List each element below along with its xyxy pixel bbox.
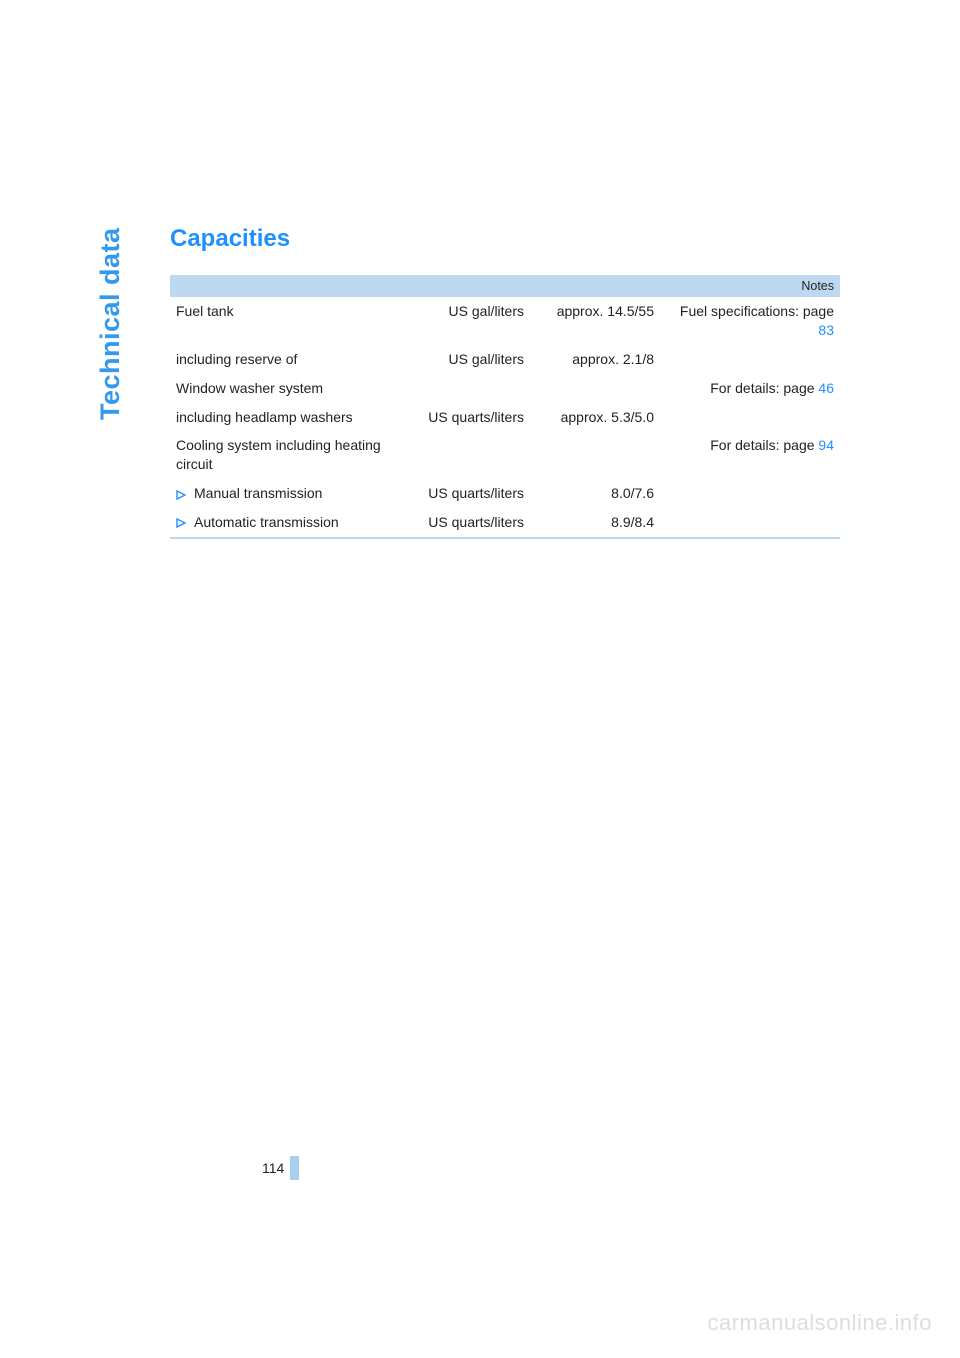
page: Technical data Capacities Notes Fuel tan…	[0, 0, 960, 1358]
cell-value: approx. 5.3/5.0	[530, 403, 660, 432]
cell-item: Fuel tank	[170, 297, 390, 345]
triangle-bullet-icon	[176, 484, 186, 503]
cell-value: 8.9/8.4	[530, 508, 660, 538]
page-ref-link[interactable]: 94	[818, 437, 834, 453]
page-number: 114	[262, 1160, 284, 1176]
cell-unit: US gal/liters	[390, 297, 530, 345]
section-title: Capacities	[170, 225, 840, 253]
cell-unit: US gal/liters	[390, 345, 530, 374]
table-header-row: Notes	[170, 275, 840, 297]
table-header-notes: Notes	[660, 275, 840, 297]
table-row: Automatic transmission US quarts/liters …	[170, 508, 840, 538]
page-ref-link[interactable]: 46	[818, 380, 834, 396]
page-number-region: 114	[262, 1156, 299, 1180]
cell-notes: Fuel specifications: page 83	[660, 297, 840, 345]
cell-notes	[660, 508, 840, 538]
table-header-item	[170, 275, 390, 297]
cell-notes	[660, 345, 840, 374]
page-number-bar-icon	[290, 1156, 299, 1180]
cell-value: approx. 14.5/55	[530, 297, 660, 345]
cell-notes	[660, 403, 840, 432]
cell-item: Cooling system including heating circuit	[170, 431, 390, 479]
capacities-table: Notes Fuel tank US gal/liters approx. 14…	[170, 275, 840, 539]
side-section-label: Technical data	[95, 227, 126, 420]
cell-notes: For details: page 46	[660, 374, 840, 403]
cell-item: Manual transmission	[170, 479, 390, 508]
cell-unit	[390, 431, 530, 479]
cell-value: 8.0/7.6	[530, 479, 660, 508]
cell-unit: US quarts/liters	[390, 403, 530, 432]
cell-unit: US quarts/liters	[390, 508, 530, 538]
note-text: For details: page	[710, 380, 818, 396]
cell-item: Automatic transmission	[170, 508, 390, 538]
cell-item: including headlamp washers	[170, 403, 390, 432]
table-header-value	[530, 275, 660, 297]
table-row: Manual transmission US quarts/liters 8.0…	[170, 479, 840, 508]
table-row: including headlamp washers US quarts/lit…	[170, 403, 840, 432]
table-row: Cooling system including heating circuit…	[170, 431, 840, 479]
page-ref-link[interactable]: 83	[818, 322, 834, 338]
triangle-bullet-icon	[176, 513, 186, 532]
cell-item-text: Manual transmission	[194, 485, 322, 501]
cell-value	[530, 431, 660, 479]
cell-item-text: Automatic transmission	[194, 514, 339, 530]
cell-item: Window washer system	[170, 374, 390, 403]
cell-item: including reserve of	[170, 345, 390, 374]
cell-notes	[660, 479, 840, 508]
table-row: Fuel tank US gal/liters approx. 14.5/55 …	[170, 297, 840, 345]
content-area: Capacities Notes Fuel tank US gal/liters…	[170, 225, 840, 539]
table-header-unit	[390, 275, 530, 297]
table-row: Window washer system For details: page 4…	[170, 374, 840, 403]
cell-notes: For details: page 94	[660, 431, 840, 479]
note-text: Fuel specifications: page	[680, 303, 834, 319]
note-text: For details: page	[710, 437, 818, 453]
cell-unit: US quarts/liters	[390, 479, 530, 508]
cell-unit	[390, 374, 530, 403]
cell-value: approx. 2.1/8	[530, 345, 660, 374]
cell-value	[530, 374, 660, 403]
watermark-text: carmanualsonline.info	[707, 1310, 932, 1336]
table-row: including reserve of US gal/liters appro…	[170, 345, 840, 374]
